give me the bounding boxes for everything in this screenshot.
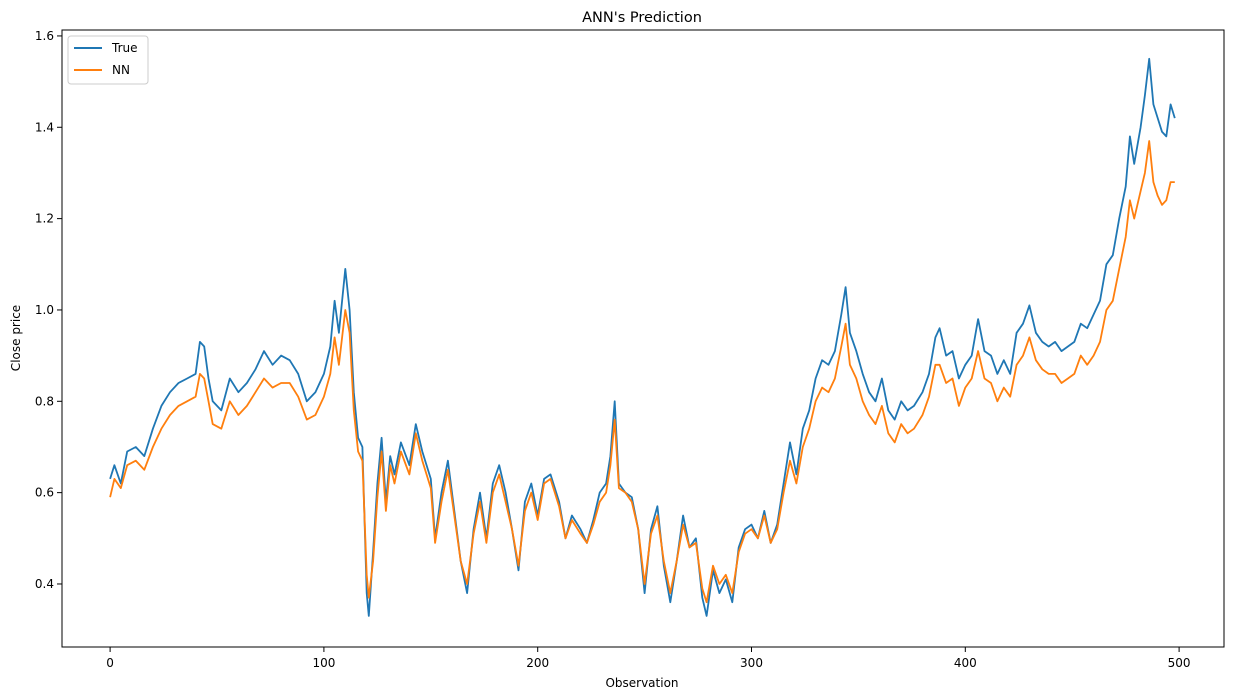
legend-label-true: True [111, 41, 138, 55]
y-axis: 0.4 0.6 0.8 1.0 1.2 1.4 1.6 [35, 29, 62, 591]
plot-frame [61, 29, 1225, 648]
x-tick-label: 500 [1168, 656, 1191, 670]
y-tick-label: 1.4 [35, 120, 54, 134]
plot-lines [109, 57, 1176, 617]
series-line-true [109, 57, 1176, 617]
y-tick-label: 0.4 [35, 577, 54, 591]
x-tick-label: 300 [740, 656, 763, 670]
x-axis: 0 100 200 300 400 500 [106, 647, 1191, 670]
chart-title: ANN's Prediction [582, 10, 702, 26]
x-tick-label: 200 [526, 656, 549, 670]
y-tick-label: 1.6 [35, 29, 54, 43]
y-tick-label: 1.2 [35, 212, 54, 226]
x-tick-label: 0 [106, 656, 114, 670]
y-tick-label: 0.8 [35, 394, 54, 408]
legend-label-nn: NN [112, 63, 130, 77]
y-tick-label: 1.0 [35, 303, 54, 317]
series-line-nn [109, 140, 1175, 604]
legend: True NN [67, 35, 149, 85]
x-axis-label: Observation [605, 676, 678, 690]
y-tick-label: 0.6 [35, 486, 54, 500]
y-axis-label: Close price [9, 305, 23, 371]
x-tick-label: 100 [312, 656, 335, 670]
x-tick-label: 400 [954, 656, 977, 670]
